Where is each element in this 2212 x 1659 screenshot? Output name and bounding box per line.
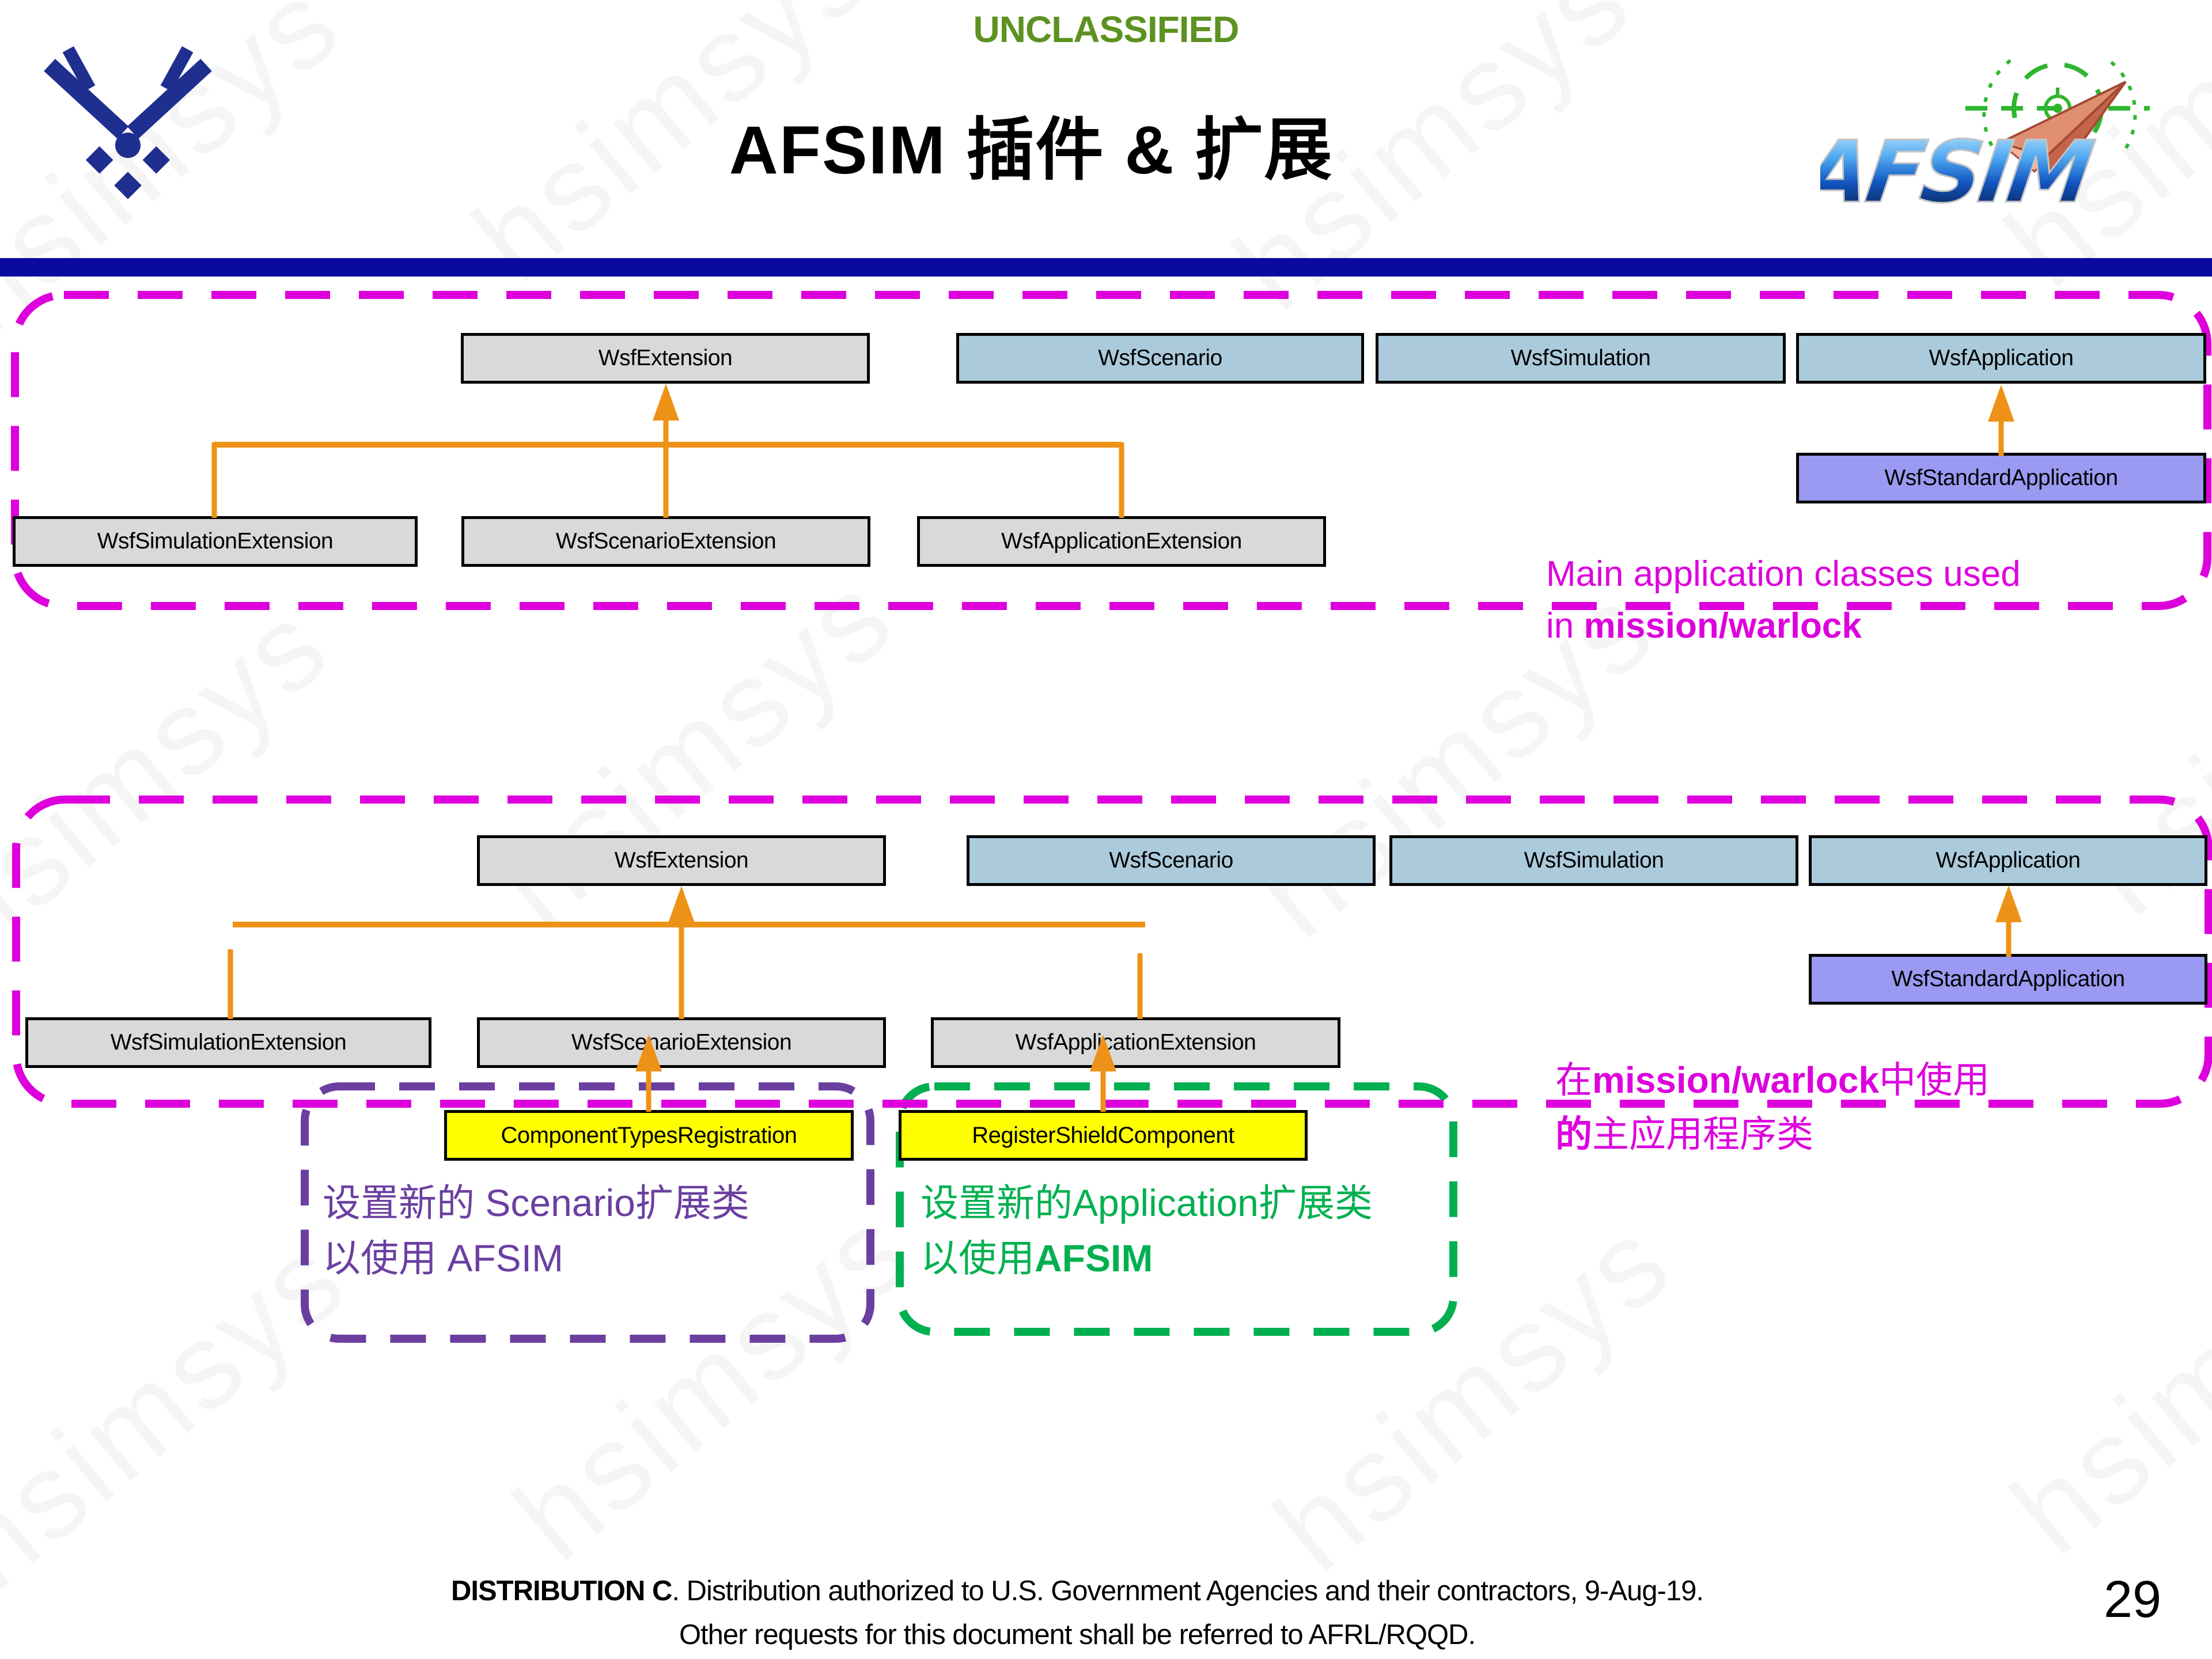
- d1-box-wsfsimulationextension: WsfSimulationExtension: [13, 516, 418, 567]
- classification-banner: UNCLASSIFIED: [973, 9, 1240, 50]
- slide-title: AFSIM 插件 & 扩展: [729, 112, 1334, 188]
- d2-caption: 在mission/warlock中使用 的主应用程序类: [1555, 1059, 1990, 1155]
- d2-arrowhead-application: [1995, 885, 2022, 922]
- distribution-statement: DISTRIBUTION C. Distribution authorized …: [450, 1575, 1704, 1650]
- paper-plane-icon: [1997, 81, 2127, 184]
- watermark-text: hsimsys: [471, 546, 919, 954]
- afsim-logo-text: AFSIM: [1820, 123, 2098, 222]
- d1-box-wsfscenario: WsfScenario: [956, 333, 1364, 384]
- d2-box-wsfstandardapplication: WsfStandardApplication: [1809, 954, 2207, 1005]
- header-divider-bar: [0, 258, 2212, 276]
- watermark-text: hsimsys: [1986, 1173, 2212, 1582]
- d1-arrowhead-application: [1988, 385, 2014, 422]
- watermark-text: hsimsys: [0, 1208, 373, 1616]
- d2-box-wsfsimulation: WsfSimulation: [1389, 835, 1798, 886]
- watermark-text: hsimsys: [0, 574, 355, 983]
- purple-note: 设置新的 Scenario扩展类 以使用 AFSIM: [323, 1181, 749, 1279]
- d1-box-wsfextension: WsfExtension: [461, 333, 870, 384]
- d2-box-wsfapplicationextension: WsfApplicationExtension: [931, 1017, 1340, 1068]
- d1-box-wsfstandardapplication: WsfStandardApplication: [1796, 453, 2206, 503]
- air-force-logo-icon: [44, 46, 212, 199]
- d1-arrowhead-extension: [653, 384, 679, 421]
- d2-box-wsfextension: WsfExtension: [477, 835, 886, 886]
- d1-box-wsfapplicationextension: WsfApplicationExtension: [917, 516, 1326, 567]
- d1-caption: Main application classes used in mission…: [1546, 554, 2021, 646]
- d2-box-wsfapplication: WsfApplication: [1809, 835, 2207, 886]
- d2-box-wsfscenario: WsfScenario: [967, 835, 1376, 886]
- afsim-logo: AFSIM: [1820, 59, 2150, 223]
- page-number: 29: [2104, 1571, 2162, 1628]
- d2-box-componenttypesregistration: ComponentTypesRegistration: [444, 1110, 854, 1161]
- d2-box-wsfscenarioextension: WsfScenarioExtension: [477, 1017, 886, 1068]
- d2-box-wsfsimulationextension: WsfSimulationExtension: [25, 1017, 431, 1068]
- d1-box-wsfapplication: WsfApplication: [1796, 333, 2206, 384]
- green-note: 设置新的Application扩展类 以使用AFSIM: [921, 1181, 1373, 1279]
- d2-box-registershieldcomponent: RegisterShieldComponent: [899, 1110, 1308, 1161]
- d2-arrowhead-extension: [668, 886, 695, 923]
- d1-box-wsfsimulation: WsfSimulation: [1376, 333, 1786, 384]
- d1-box-wsfscenarioextension: WsfScenarioExtension: [461, 516, 870, 567]
